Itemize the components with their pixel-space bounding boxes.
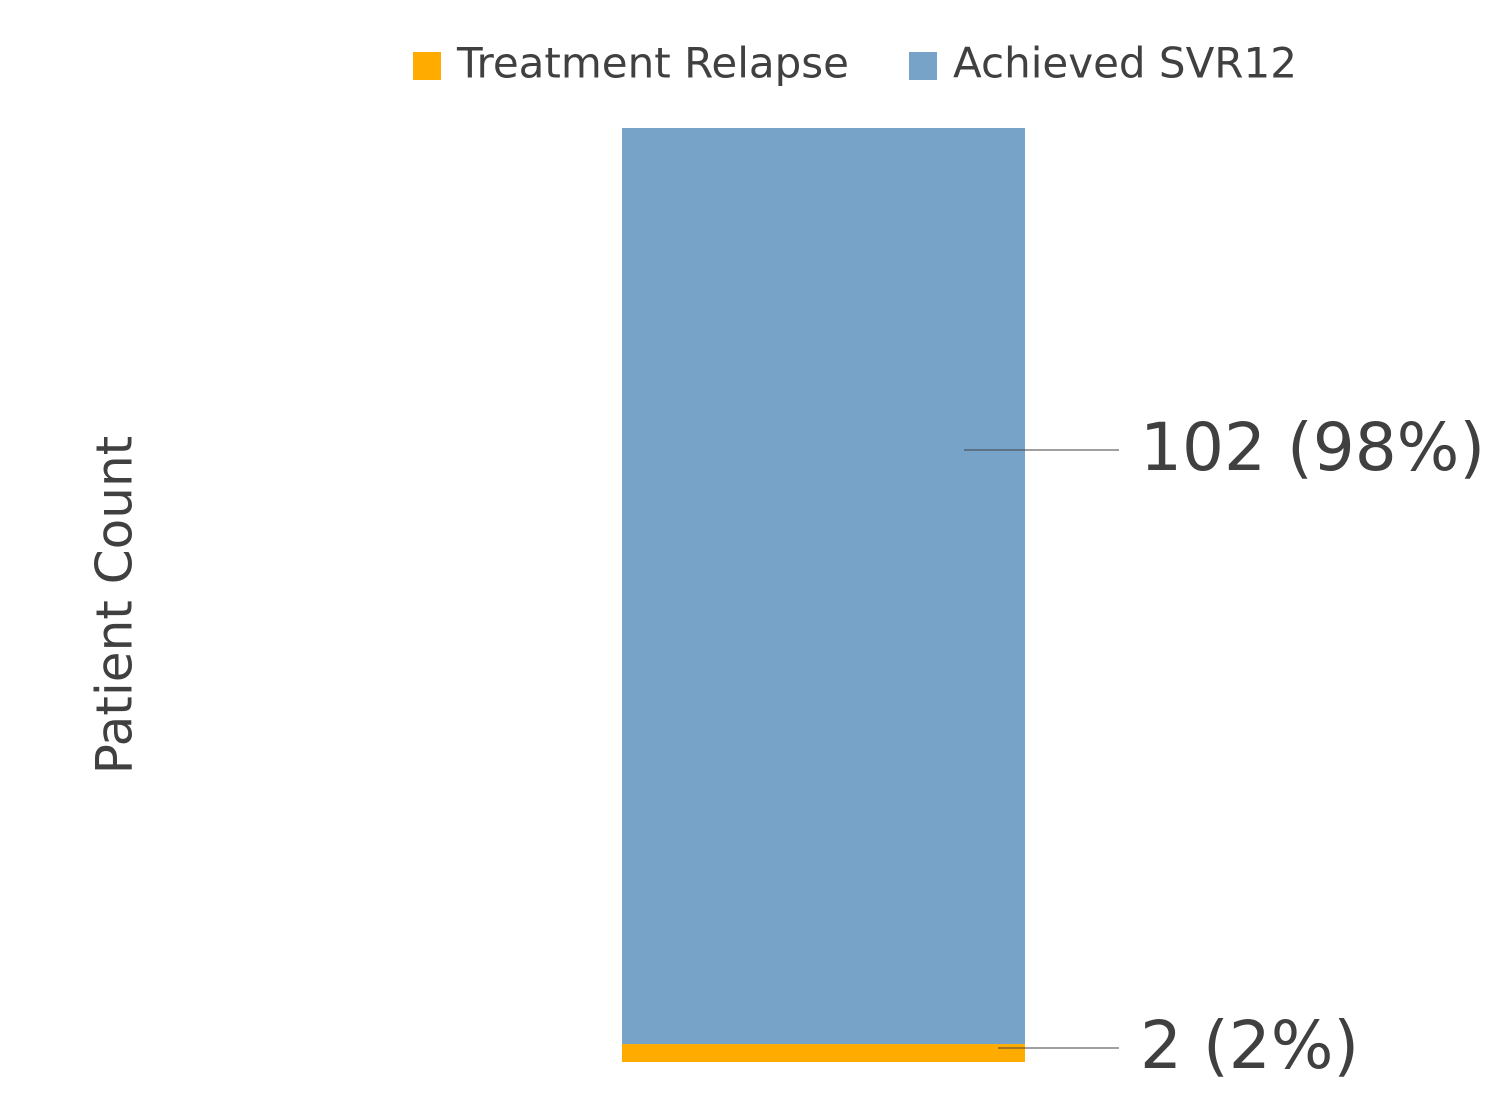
y-axis-label: Patient Count	[86, 436, 144, 774]
legend-label: Achieved SVR12	[953, 39, 1297, 88]
data-label: 102 (98%)	[1140, 409, 1485, 486]
data-label: 2 (2%)	[1140, 1007, 1359, 1084]
bar-segment	[622, 1044, 1025, 1062]
legend-swatch	[413, 52, 441, 80]
legend-label: Treatment Relapse	[456, 39, 849, 88]
bar-segment	[622, 128, 1025, 1045]
legend-swatch	[909, 52, 937, 80]
